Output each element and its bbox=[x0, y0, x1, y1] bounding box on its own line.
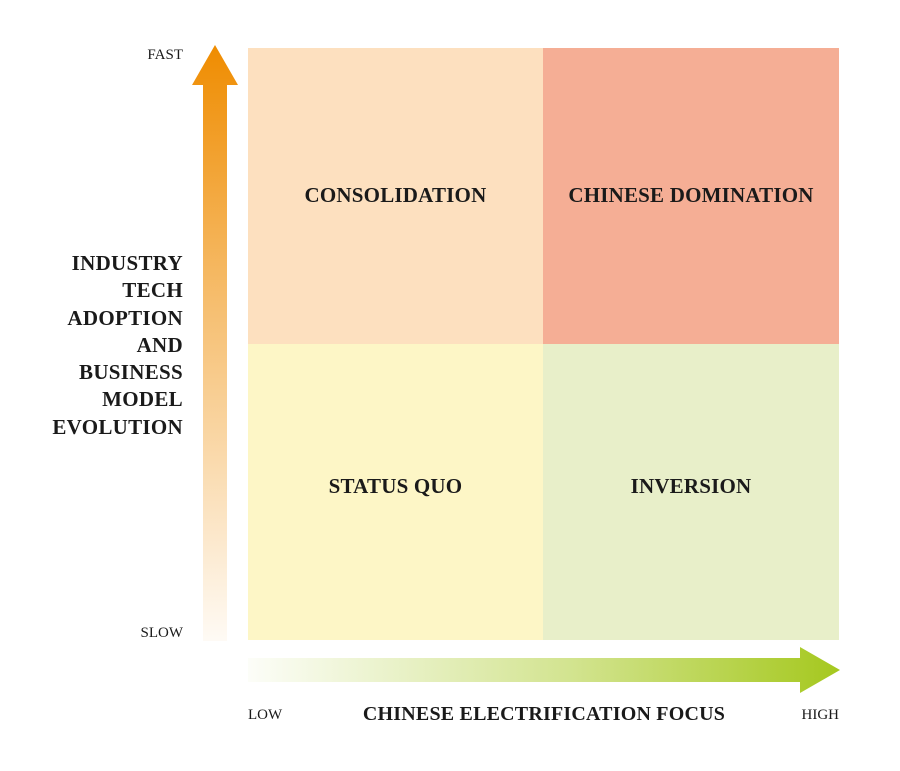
quadrant-inversion: INVERSION bbox=[543, 344, 839, 640]
x-axis-low-label: LOW bbox=[248, 707, 283, 723]
x-axis-title: CHINESE ELECTRIFICATION FOCUS bbox=[362, 703, 726, 725]
x-axis-arrow bbox=[248, 647, 840, 693]
y-axis-title: INDUSTRY TECH ADOPTION AND BUSINESS MODE… bbox=[13, 250, 183, 441]
y-axis-arrow bbox=[192, 45, 238, 641]
y-axis-low-label: SLOW bbox=[140, 625, 184, 641]
y-axis-title-line: ADOPTION bbox=[67, 305, 183, 330]
y-axis-high-label: FAST bbox=[147, 47, 183, 63]
quadrant-label-chinese-domination: CHINESE DOMINATION bbox=[568, 182, 814, 207]
y-axis-arrow-shape bbox=[192, 45, 238, 641]
y-axis-title-line: EVOLUTION bbox=[52, 414, 183, 439]
quadrant-label-inversion: INVERSION bbox=[630, 473, 752, 498]
x-axis-high-label: HIGH bbox=[801, 707, 840, 723]
x-axis-arrow-shape bbox=[248, 647, 840, 693]
quadrant-label-consolidation: CONSOLIDATION bbox=[304, 182, 487, 207]
y-axis-title-line: MODEL bbox=[102, 387, 183, 412]
y-axis-title-line: INDUSTRY bbox=[71, 251, 183, 275]
quadrant-status-quo: STATUS QUO bbox=[248, 344, 543, 640]
y-axis-title-line: BUSINESS bbox=[79, 360, 183, 385]
quadrant-label-status-quo: STATUS QUO bbox=[328, 473, 463, 498]
y-axis-title-line: TECH bbox=[122, 278, 183, 303]
y-axis-title-line: AND bbox=[136, 332, 183, 357]
quadrant-consolidation: CONSOLIDATION bbox=[248, 48, 543, 344]
quadrant-chinese-domination: CHINESE DOMINATION bbox=[543, 48, 839, 344]
